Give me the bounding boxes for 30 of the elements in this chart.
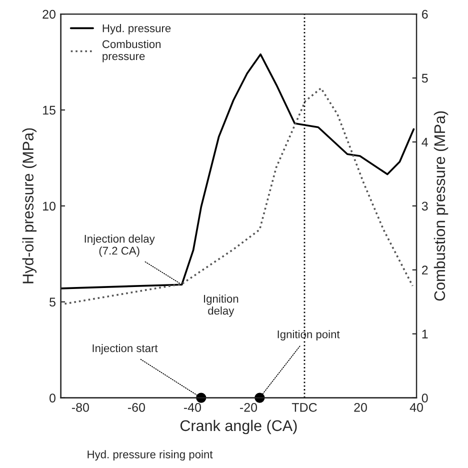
y2-tick-label: 1 (422, 330, 428, 338)
y-tick-label: 20 (42, 10, 56, 19)
annotation: Ignition point (278, 330, 340, 340)
y2-tick-label: 4 (422, 138, 428, 146)
x-tick-label: -40 (184, 402, 202, 412)
annotation: Injection delay (7.2 CA) (84, 234, 155, 257)
x-tick-label: TDC (292, 402, 317, 412)
x-tick-label: -80 (72, 402, 89, 412)
y2-tick-label: 5 (422, 74, 428, 83)
x-tick-label: 20 (354, 402, 367, 412)
y-axis-title: Hyd-oil pressure (MPa) (22, 128, 37, 284)
legend-label: Combustion pressure (102, 40, 161, 62)
y-tick-label: 15 (43, 106, 56, 115)
legend-label: Hyd. pressure (102, 24, 171, 34)
y2-tick-label: 6 (422, 10, 428, 19)
annotation: Ignition delay (204, 294, 238, 317)
y2-tick-label: 0 (422, 394, 428, 402)
text: Hyd. pressure rising point (88, 450, 213, 461)
x-axis-title: Crank angle (CA) (180, 420, 297, 434)
y2-tick-label: 2 (422, 266, 428, 274)
y-tick-label: 5 (50, 298, 56, 307)
x-tick-label: -60 (128, 402, 145, 412)
y2-tick-label: 3 (422, 202, 428, 211)
x-tick-label: 40 (410, 402, 423, 412)
y-tick-label: 0 (50, 394, 56, 402)
annotation: Injection start (92, 344, 158, 354)
y-tick-label: 10 (43, 202, 56, 211)
x-tick-label: -20 (240, 402, 258, 412)
line-series (64, 87, 414, 305)
y2-axis-title: Combustion pressure (MPa) (434, 111, 448, 301)
